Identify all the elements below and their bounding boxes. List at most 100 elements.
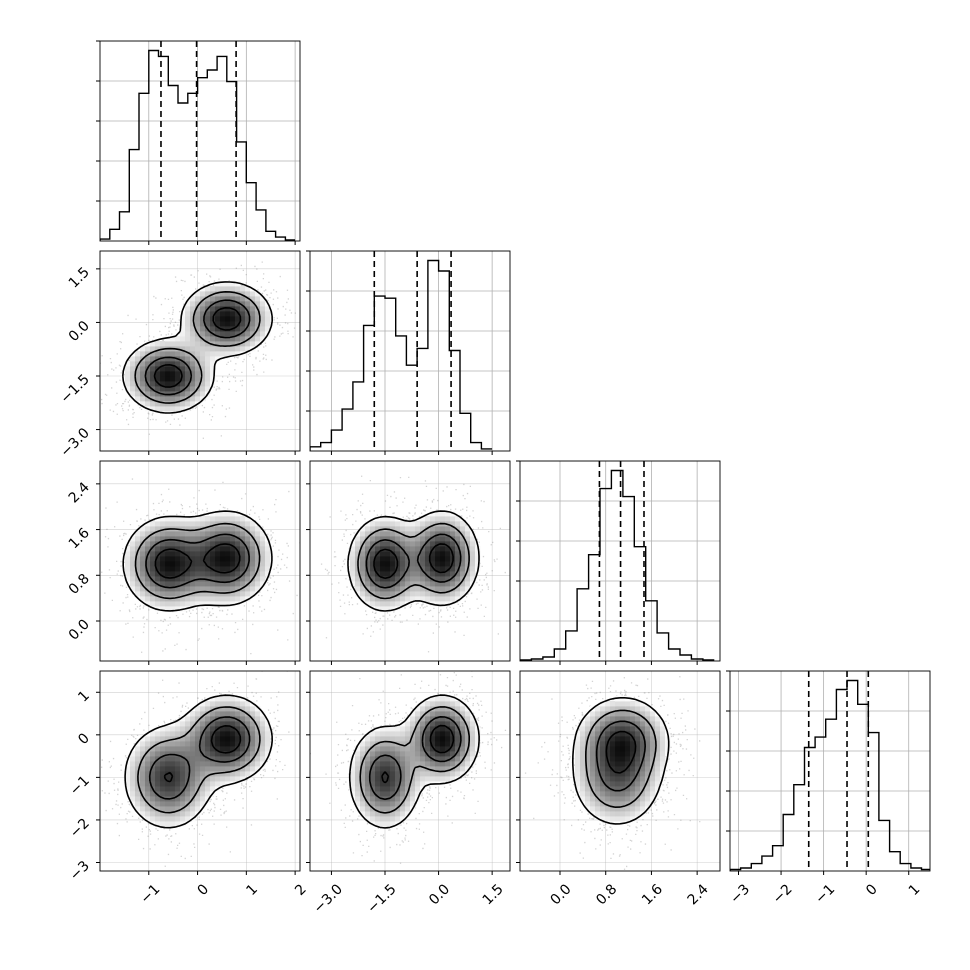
- density-cell: [240, 581, 246, 587]
- density-cell: [425, 536, 431, 542]
- density-cell: [195, 536, 201, 542]
- density-cell: [620, 766, 626, 772]
- density-cell: [190, 341, 196, 347]
- density-cell: [150, 766, 156, 772]
- histogram-step-line: [100, 49, 296, 241]
- density-cell: [185, 791, 191, 797]
- density-cell: [190, 311, 196, 317]
- density-cell: [660, 751, 666, 757]
- density-cell: [655, 756, 661, 762]
- density-cell: [195, 351, 201, 357]
- density-cell: [175, 721, 181, 727]
- density-cell: [585, 741, 591, 747]
- density-cell: [375, 521, 381, 527]
- density-cell: [195, 711, 201, 717]
- density-cell: [150, 541, 156, 547]
- density-cell: [240, 306, 246, 312]
- density-cell: [445, 581, 451, 587]
- density-cell: [460, 771, 466, 777]
- density-cell: [175, 376, 181, 382]
- density-cell: [185, 321, 191, 327]
- density-cell: [440, 701, 446, 707]
- density-cell: [205, 781, 211, 787]
- density-cell: [225, 561, 231, 567]
- density-cell: [635, 741, 641, 747]
- density-cell: [385, 746, 391, 752]
- density-cell: [360, 746, 366, 752]
- density-cell: [160, 406, 166, 412]
- density-cell: [655, 771, 661, 777]
- density-cell: [435, 546, 441, 552]
- density-cell: [245, 756, 251, 762]
- histogram-step-line: [520, 469, 715, 661]
- density-cell: [415, 571, 421, 577]
- density-cell: [595, 721, 601, 727]
- density-cell: [365, 601, 371, 607]
- density-cell: [160, 586, 166, 592]
- density-cell: [215, 761, 221, 767]
- density-cell: [170, 736, 176, 742]
- density-cell: [170, 756, 176, 762]
- density-cell: [200, 516, 206, 522]
- panel-content: [100, 671, 300, 871]
- density-cell: [615, 761, 621, 767]
- density-cell: [355, 756, 361, 762]
- density-cell: [235, 591, 241, 597]
- density-cell: [655, 731, 661, 737]
- density-cell: [205, 711, 211, 717]
- density-cell: [610, 776, 616, 782]
- density-cell: [350, 781, 356, 787]
- density-cell: [155, 401, 161, 407]
- density-cell: [155, 811, 161, 817]
- density-cell: [260, 566, 266, 572]
- density-cell: [180, 751, 186, 757]
- density-cell: [220, 766, 226, 772]
- density-cell: [430, 776, 436, 782]
- density-cell: [620, 791, 626, 797]
- density-cell: [210, 726, 216, 732]
- density-cell: [195, 376, 201, 382]
- density-cell: [165, 801, 171, 807]
- density-cell: [420, 561, 426, 567]
- contour-line: [359, 706, 470, 814]
- density-cell: [265, 726, 271, 732]
- density-cell: [400, 816, 406, 822]
- density-cell: [250, 766, 256, 772]
- density-cell: [440, 766, 446, 772]
- density-cell: [200, 721, 206, 727]
- density-cell: [350, 561, 356, 567]
- density-cell: [400, 541, 406, 547]
- density-cell: [225, 601, 231, 607]
- density-cell: [420, 551, 426, 557]
- density-cell: [380, 816, 386, 822]
- density-cell: [585, 746, 591, 752]
- density-cell: [140, 736, 146, 742]
- density-cell: [160, 556, 166, 562]
- density-cell: [185, 811, 191, 817]
- density-cell: [130, 536, 136, 542]
- density-cell: [235, 521, 241, 527]
- density-cell: [610, 796, 616, 802]
- density-cell: [225, 516, 231, 522]
- density-cell: [215, 291, 221, 297]
- density-cell: [220, 286, 226, 292]
- density-cell: [175, 386, 181, 392]
- density-cell: [250, 581, 256, 587]
- density-cell: [205, 341, 211, 347]
- density-cell: [395, 781, 401, 787]
- density-cell: [205, 386, 211, 392]
- density-cell: [190, 586, 196, 592]
- density-cell: [155, 551, 161, 557]
- density-cell: [170, 726, 176, 732]
- density-cell: [225, 706, 231, 712]
- density-cell: [185, 561, 191, 567]
- density-cell: [395, 796, 401, 802]
- density-cell: [625, 756, 631, 762]
- density-cell: [405, 731, 411, 737]
- density-cell: [205, 566, 211, 572]
- density-cell: [235, 306, 241, 312]
- density-cell: [425, 746, 431, 752]
- density-cell: [240, 321, 246, 327]
- density-cell: [600, 756, 606, 762]
- density-cell: [140, 781, 146, 787]
